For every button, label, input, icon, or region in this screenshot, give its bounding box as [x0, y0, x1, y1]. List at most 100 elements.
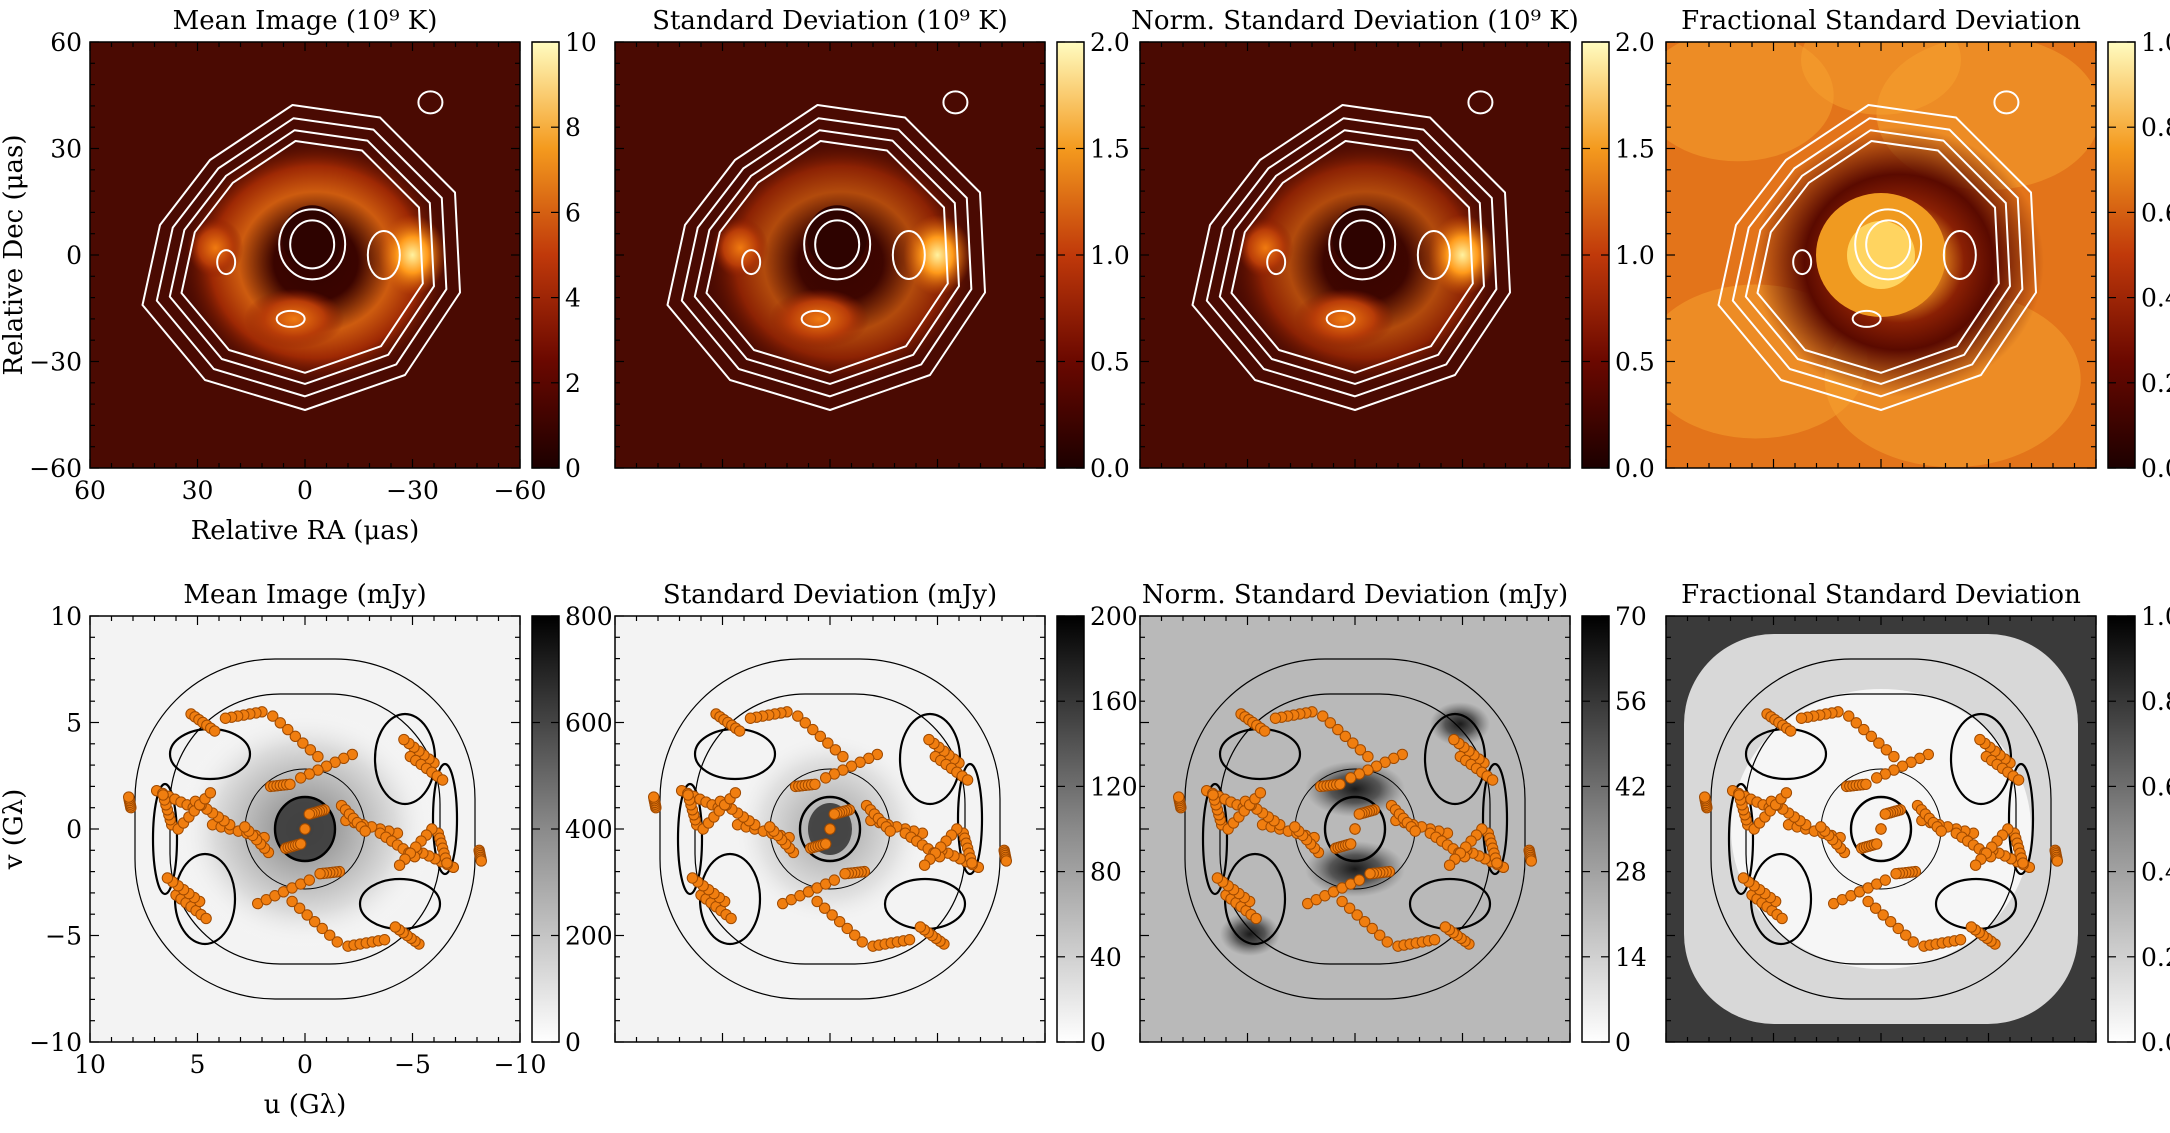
uv-point	[1877, 909, 1889, 921]
uv-point	[289, 730, 302, 743]
uv-point	[441, 857, 453, 869]
uv-point	[729, 787, 742, 799]
uv-point	[436, 774, 449, 786]
uv-point	[734, 725, 746, 737]
contour-2	[1205, 117, 1498, 398]
panel-title: Fractional Standard Deviation	[1681, 6, 2081, 36]
panel-title: Mean Image (mJy)	[183, 580, 426, 610]
colorbar-gradient	[1056, 615, 1085, 1043]
colorbar-tick-label: 160	[1090, 687, 1138, 716]
uv-point	[824, 823, 836, 835]
colorbar-tick-label: 0	[1090, 1028, 1106, 1057]
uv-point	[1351, 909, 1363, 921]
uv-point	[1334, 778, 1346, 790]
contour-bold	[151, 782, 179, 896]
uv-point	[829, 744, 842, 756]
heatmap-lobe	[1220, 912, 1280, 956]
colorbar-tick-label: 2	[565, 369, 581, 398]
contour-bold	[1323, 795, 1387, 863]
uv-point	[286, 895, 298, 908]
contour-peak	[216, 249, 237, 276]
contour	[1710, 658, 2052, 1000]
x-tick-label: 0	[297, 476, 313, 505]
colorbar-gradient	[531, 41, 560, 469]
y-tick-label: 30	[50, 135, 82, 164]
uv-point	[807, 723, 819, 736]
uv-point	[1850, 717, 1862, 729]
x-tick-label: −30	[386, 476, 439, 505]
panel-title: Standard Deviation (10⁹ K)	[652, 6, 1008, 36]
uv-point	[799, 717, 811, 729]
uv-point	[1890, 868, 1902, 880]
contour-bold	[2007, 762, 2035, 876]
uv-point	[820, 838, 832, 850]
uv-point	[314, 868, 326, 880]
colorbar-tick-label: 4	[565, 284, 581, 313]
uv-point	[1443, 859, 1456, 871]
y-tick-label: −30	[29, 348, 82, 377]
x-tick-label: −10	[494, 1050, 547, 1079]
uv-point	[1869, 902, 1882, 914]
uv-point	[1815, 821, 1827, 833]
uv-point	[1699, 791, 1711, 803]
contour-peak	[1851, 309, 1882, 328]
colorbar-tick-label: 1.0	[1090, 241, 1130, 270]
contour-bold	[956, 762, 984, 876]
heatmap-lobe	[1430, 702, 1490, 746]
uv-point	[820, 772, 832, 784]
heatmap-lobe	[1305, 841, 1405, 897]
uv-point	[304, 744, 317, 756]
contour-peak	[275, 309, 306, 328]
uv-point	[200, 912, 212, 925]
y-tick-label: 5	[66, 709, 82, 738]
uv-point	[1737, 872, 1750, 884]
uv-point	[841, 922, 853, 935]
contour-bold	[676, 782, 704, 896]
colorbar-tick-label: 120	[1090, 772, 1138, 801]
uv-point	[1324, 717, 1336, 729]
uv-point	[1269, 712, 1282, 724]
uv-point	[1879, 808, 1892, 820]
colorbar-tick-label: 40	[1090, 943, 1122, 972]
uv-point	[1345, 838, 1357, 850]
colorbar-tick-label: 70	[1615, 602, 1647, 631]
y-tick-label: 10	[50, 602, 82, 631]
uv-point	[833, 915, 846, 928]
contour-bold	[431, 762, 459, 876]
contour-bold	[1727, 782, 1755, 896]
uv-point	[1448, 733, 1460, 746]
uv-point	[1000, 855, 1012, 867]
colorbar-tick-label: 800	[565, 602, 613, 631]
contour-4	[705, 140, 949, 374]
colorbar-tick-label: 0.4	[2141, 858, 2170, 887]
y-axis-label: v (Gλ)	[0, 789, 29, 871]
y-axis-label: Relative Dec (μas)	[0, 135, 29, 376]
uv-point	[1347, 737, 1359, 749]
colorbar-tick-label: 0.0	[2141, 454, 2170, 483]
colorbar-tick-label: 0.8	[2141, 687, 2170, 716]
uv-point	[1969, 859, 1982, 871]
uv-point	[918, 859, 931, 871]
uv-point	[1173, 791, 1185, 803]
colorbar-gradient	[2107, 41, 2136, 469]
contour-peak	[741, 249, 762, 276]
colorbar: 70 56 42 28 14 0	[1581, 602, 1647, 1057]
uv-point	[1336, 895, 1348, 908]
x-tick-label: −60	[494, 476, 547, 505]
heatmap-hole	[1332, 205, 1393, 270]
contour-inner	[289, 219, 336, 270]
uv-point	[1439, 921, 1452, 933]
uv-point	[1358, 915, 1371, 928]
panel-image-4: Fractional Standard Deviation 1.0 0.8 0.6 0.…	[1665, 6, 2170, 483]
uv-point	[764, 821, 776, 833]
uv-point	[1353, 808, 1366, 820]
colorbar-tick-label: 0.8	[2141, 113, 2170, 142]
contour-2	[155, 117, 448, 398]
colorbar-tick-label: 0	[565, 1028, 581, 1057]
contour	[134, 658, 476, 1000]
colorbar-tick-label: 0.6	[2141, 772, 2170, 801]
colorbar-tick-label: 80	[1090, 858, 1122, 887]
uv-point	[1362, 750, 1374, 763]
x-axis-label: Relative RA (μas)	[191, 516, 420, 546]
colorbar-tick-label: 200	[565, 922, 613, 951]
